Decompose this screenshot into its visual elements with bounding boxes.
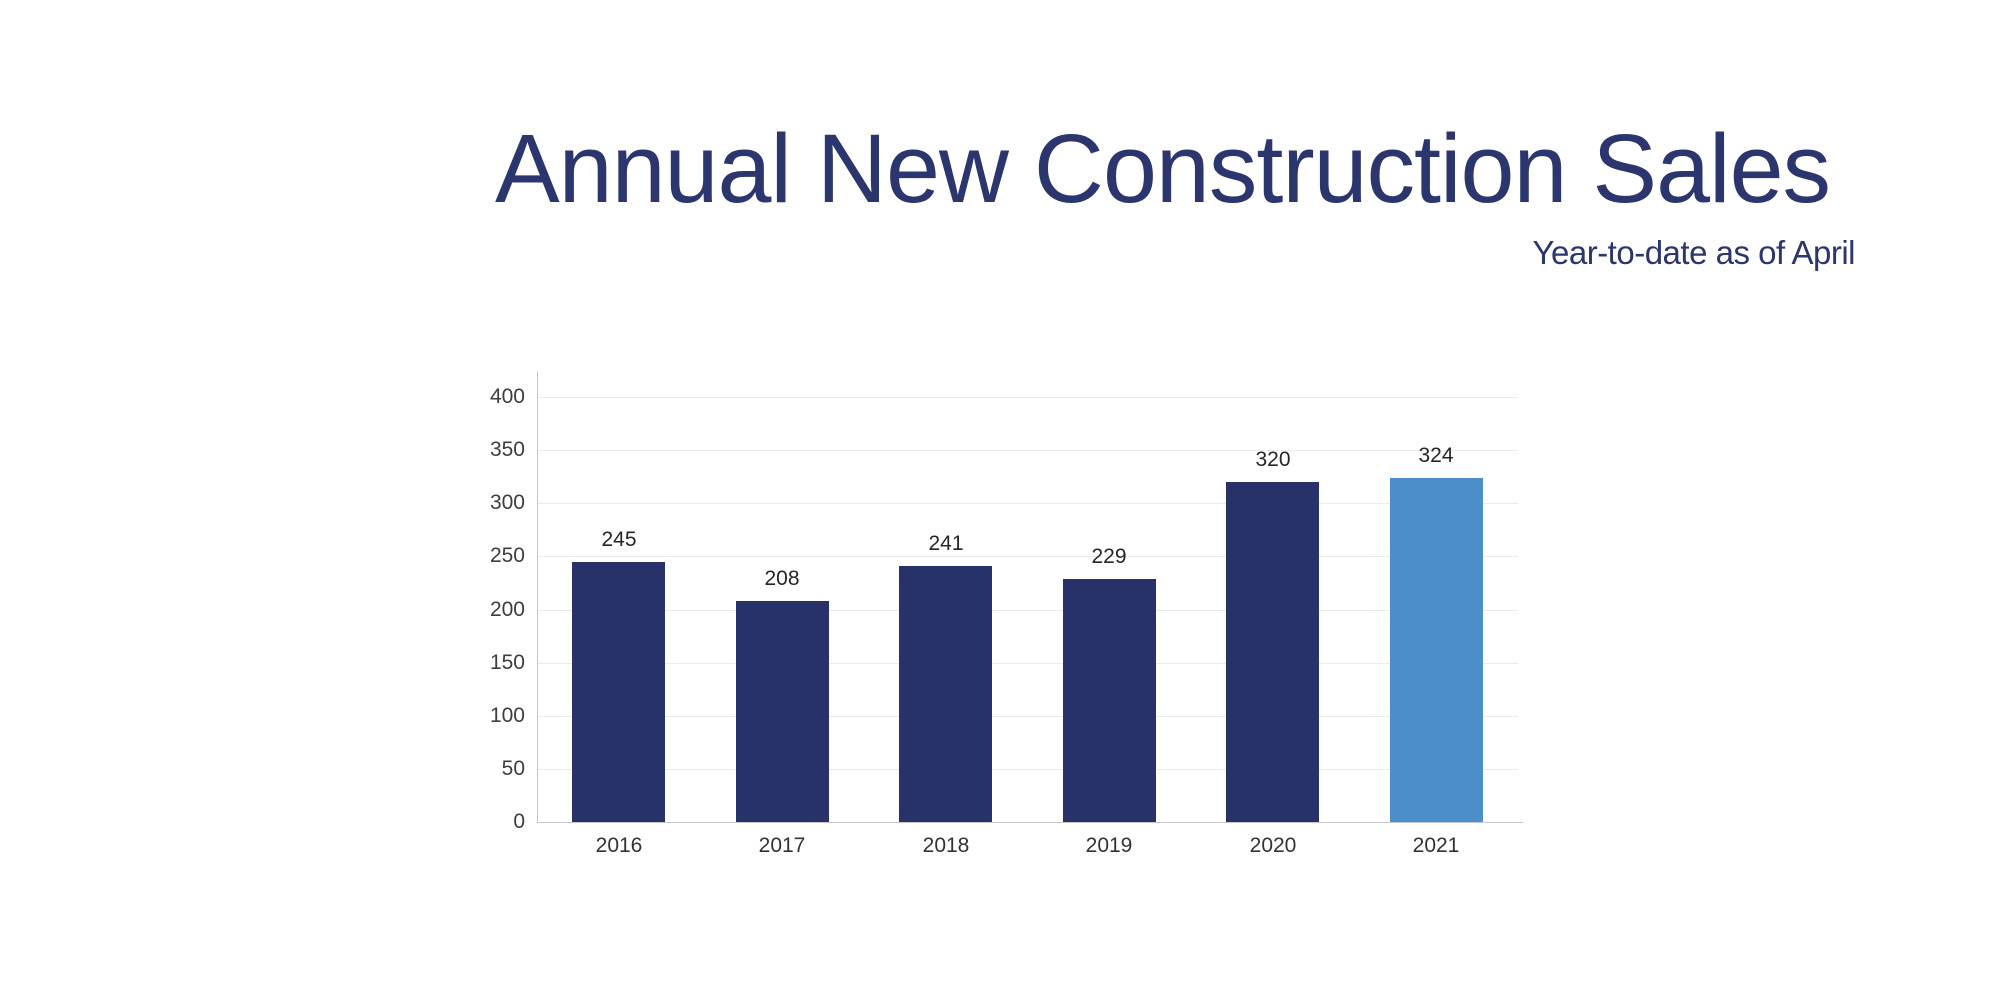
bar <box>572 562 665 822</box>
y-gridline <box>537 610 1518 611</box>
x-tick-label: 2019 <box>1085 834 1133 857</box>
bar <box>1063 579 1156 822</box>
bar <box>1390 478 1483 822</box>
y-tick-label: 50 <box>501 757 525 780</box>
y-gridline <box>537 716 1518 717</box>
bar <box>736 601 829 822</box>
y-tick-label: 200 <box>489 598 525 621</box>
y-axis-line <box>537 372 538 822</box>
header-block: Annual New Construction Sales Year-to-da… <box>470 114 1856 272</box>
y-tick-label: 250 <box>489 544 525 567</box>
y-gridline <box>537 769 1518 770</box>
y-tick-label: 0 <box>513 810 525 833</box>
y-tick-label: 100 <box>489 704 525 727</box>
y-tick-label: 350 <box>489 438 525 461</box>
y-gridline <box>537 397 1518 398</box>
y-tick-label: 300 <box>489 491 525 514</box>
x-tick-label: 2016 <box>595 834 643 857</box>
x-tick-label: 2018 <box>922 834 970 857</box>
bar-value-label: 245 <box>601 528 637 551</box>
y-tick-label: 400 <box>489 385 525 408</box>
bar-value-label: 241 <box>928 532 964 555</box>
x-tick-label: 2021 <box>1412 834 1460 857</box>
bar-value-label: 324 <box>1418 444 1454 467</box>
bar <box>899 566 992 822</box>
bar-value-label: 320 <box>1255 448 1291 471</box>
y-gridline <box>537 556 1518 557</box>
y-gridline <box>537 663 1518 664</box>
bar <box>1226 482 1319 822</box>
chart-subtitle: Year-to-date as of April <box>1532 233 1856 271</box>
bar-value-label: 208 <box>764 567 800 590</box>
x-tick-label: 2017 <box>758 834 806 857</box>
y-gridline <box>537 450 1518 451</box>
chart-title: Annual New Construction Sales <box>494 114 1831 223</box>
x-axis-line <box>537 822 1523 823</box>
y-gridline <box>537 503 1518 504</box>
x-tick-label: 2020 <box>1249 834 1297 857</box>
bar-value-label: 229 <box>1091 545 1127 568</box>
y-tick-label: 150 <box>489 651 525 674</box>
